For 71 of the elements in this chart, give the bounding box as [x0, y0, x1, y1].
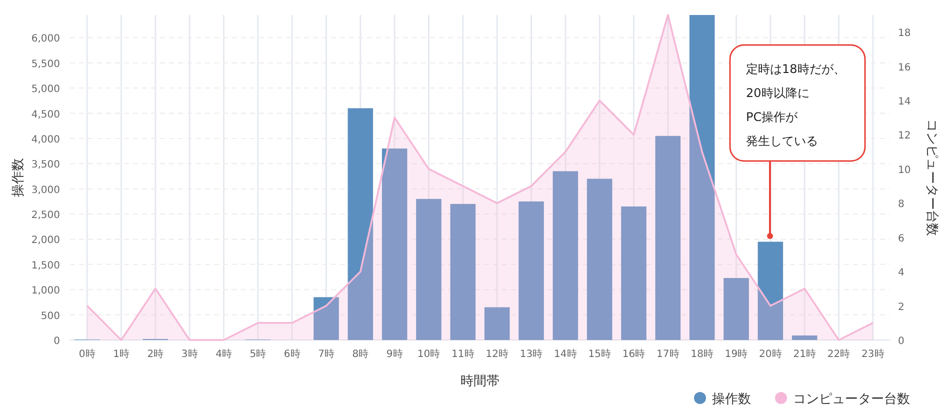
x-tick-label: 1時 [113, 348, 130, 360]
bar [518, 201, 544, 340]
y2-tick-label: 4 [898, 268, 904, 279]
x-tick-label: 4時 [216, 348, 232, 360]
y-tick-label: 4,000 [31, 134, 60, 146]
y-tick-label: 500 [40, 310, 60, 322]
x-tick-label: 0時 [78, 348, 96, 360]
y2-tick-label: 6 [898, 233, 904, 244]
x-tick-label: 10時 [417, 348, 440, 360]
x-tick-label: 21時 [793, 348, 816, 360]
x-tick-label: 13時 [520, 348, 543, 360]
x-tick-label: 22時 [827, 348, 850, 360]
bar [552, 171, 578, 340]
x-tick-label: 14時 [554, 348, 577, 360]
y2-tick-label: 18 [898, 28, 911, 40]
y-tick-label: 4,500 [31, 109, 60, 120]
bar [689, 15, 715, 340]
bar [484, 307, 510, 340]
bar [792, 335, 818, 340]
annotation: 20時以降に [746, 86, 810, 100]
bar [724, 278, 749, 340]
x-tick-label: 2時 [147, 348, 164, 360]
x-tick-label: 20時 [759, 348, 782, 360]
legend-label: 操作数 [712, 392, 751, 407]
y2-tick-label: 16 [898, 62, 911, 74]
x-tick-label: 7時 [318, 348, 334, 360]
y-tick-label: 1,500 [31, 260, 60, 272]
annotation: 定時は18時だが、 [746, 62, 846, 76]
y-tick-label: 0 [54, 336, 60, 347]
bar [450, 204, 476, 340]
x-tick-label: 11時 [452, 348, 474, 360]
legend-label: コンピューター台数 [793, 392, 910, 407]
y-tick-label: 2,000 [31, 235, 60, 246]
x-tick-label: 23時 [862, 348, 884, 360]
x-tick-label: 15時 [588, 348, 611, 360]
x-axis-title: 時間帯 [460, 374, 500, 389]
y2-tick-label: 10 [898, 164, 911, 176]
x-tick-label: 19時 [724, 348, 748, 360]
bar [655, 136, 681, 340]
bar [758, 242, 784, 340]
bar [348, 108, 374, 340]
y-tick-label: 3,000 [31, 184, 60, 196]
y-tick-label: 1,000 [31, 286, 60, 297]
x-tick-label: 3時 [181, 348, 198, 360]
x-tick-label: 6時 [284, 348, 300, 360]
annotation: PC操作が [746, 110, 799, 124]
y-tick-label: 6,000 [31, 34, 60, 45]
bar [416, 198, 442, 340]
x-tick-label: 17時 [656, 348, 680, 360]
bar [382, 148, 408, 340]
x-tick-label: 9時 [386, 348, 403, 360]
annotation: 発生している [746, 134, 818, 148]
bar [314, 297, 339, 340]
y-tick-label: 2,500 [31, 210, 60, 222]
y2-tick-label: 0 [898, 336, 904, 347]
y2-axis-title: コンピューター台数 [924, 119, 939, 236]
y-tick-label: 3,500 [31, 160, 60, 171]
x-tick-label: 18時 [690, 348, 714, 360]
y2-tick-label: 14 [898, 96, 911, 108]
y2-tick-label: 12 [898, 130, 911, 142]
bar [586, 178, 612, 340]
y2-tick-label: 2 [898, 302, 904, 313]
x-tick-label: 12時 [486, 348, 508, 360]
x-tick-label: 5時 [250, 348, 266, 360]
x-tick-label: 16時 [622, 348, 646, 360]
y-tick-label: 5,500 [31, 58, 60, 70]
bar [621, 206, 646, 340]
y-tick-label: 5,000 [31, 84, 60, 96]
x-tick-label: 8時 [352, 348, 369, 360]
y-axis-title: 操作数 [11, 158, 26, 197]
y2-tick-label: 8 [898, 199, 904, 210]
